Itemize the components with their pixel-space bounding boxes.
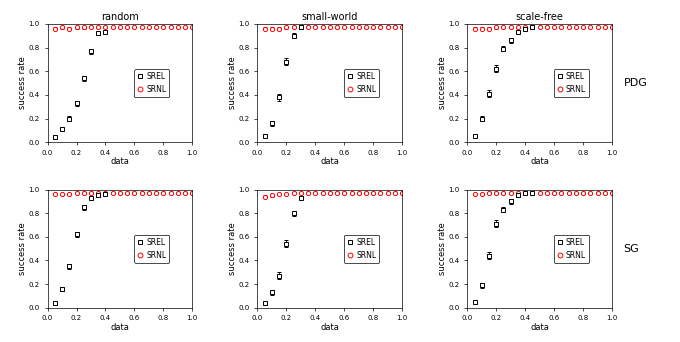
X-axis label: data: data — [530, 323, 549, 332]
Title: random: random — [101, 12, 139, 22]
Legend: SREL, SRNL: SREL, SRNL — [344, 235, 379, 263]
Legend: SREL, SRNL: SREL, SRNL — [344, 69, 379, 97]
Legend: SREL, SRNL: SREL, SRNL — [554, 69, 589, 97]
Legend: SREL, SRNL: SREL, SRNL — [134, 235, 169, 263]
Y-axis label: success rate: success rate — [18, 57, 27, 109]
X-axis label: data: data — [320, 323, 339, 332]
Text: PDG: PDG — [624, 78, 647, 88]
Legend: SREL, SRNL: SREL, SRNL — [134, 69, 169, 97]
Y-axis label: success rate: success rate — [228, 57, 237, 109]
Legend: SREL, SRNL: SREL, SRNL — [554, 235, 589, 263]
Y-axis label: success rate: success rate — [438, 57, 447, 109]
X-axis label: data: data — [530, 157, 549, 166]
Title: scale-free: scale-free — [515, 12, 564, 22]
Title: small-world: small-world — [302, 12, 358, 22]
Y-axis label: success rate: success rate — [228, 222, 237, 275]
Y-axis label: success rate: success rate — [438, 222, 447, 275]
X-axis label: data: data — [111, 157, 129, 166]
Text: SG: SG — [624, 244, 639, 254]
X-axis label: data: data — [111, 323, 129, 332]
X-axis label: data: data — [320, 157, 339, 166]
Y-axis label: success rate: success rate — [18, 222, 27, 275]
